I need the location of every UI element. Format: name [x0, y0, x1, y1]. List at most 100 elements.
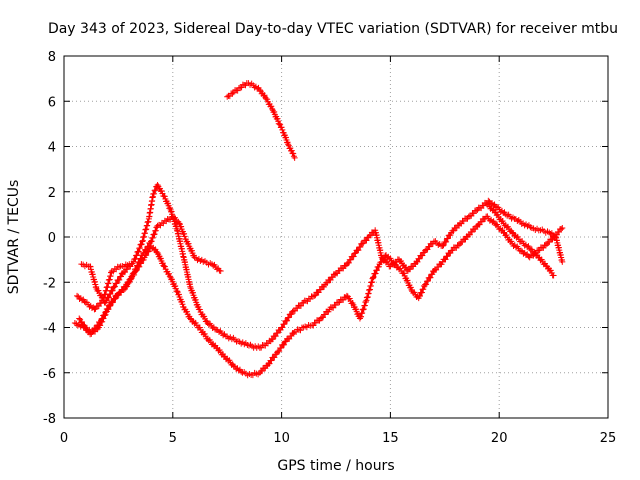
data-point — [230, 362, 237, 369]
data-point — [138, 241, 145, 248]
data-point — [375, 263, 382, 270]
data-point — [165, 270, 172, 277]
data-point — [276, 120, 283, 127]
data-point — [107, 290, 114, 297]
data-point — [151, 231, 158, 238]
data-point — [558, 226, 565, 233]
data-point — [473, 207, 480, 214]
data-point — [101, 312, 108, 319]
data-point — [113, 280, 120, 287]
data-point — [159, 260, 166, 267]
data-point — [284, 317, 291, 324]
data-point — [84, 327, 91, 334]
data-point — [435, 241, 442, 248]
data-point — [201, 313, 208, 320]
data-point — [89, 329, 96, 336]
data-point — [444, 235, 451, 242]
data-point — [189, 289, 196, 296]
data-point — [279, 126, 286, 133]
data-point — [447, 232, 454, 239]
data-point — [152, 227, 159, 234]
data-point — [288, 311, 295, 318]
data-point — [542, 262, 549, 269]
data-point — [135, 248, 142, 255]
data-point — [288, 147, 295, 154]
data-point — [71, 319, 78, 326]
data-point — [281, 321, 288, 328]
x-tick-label: 10 — [273, 431, 290, 446]
data-point — [281, 341, 288, 348]
x-tick-label: 20 — [491, 431, 508, 446]
data-point — [97, 318, 104, 325]
data-point — [161, 193, 168, 200]
data-point — [133, 267, 140, 274]
data-point — [181, 233, 188, 240]
data-point — [174, 288, 181, 295]
data-point — [416, 255, 423, 262]
data-point — [126, 278, 133, 285]
data-point — [132, 267, 139, 274]
data-point — [264, 96, 271, 103]
data-point — [442, 256, 449, 263]
data-point — [254, 85, 261, 92]
data-point — [297, 327, 304, 334]
y-tick-label: -6 — [43, 367, 56, 382]
data-point — [391, 261, 398, 268]
y-tick-label: -4 — [43, 322, 56, 337]
data-point — [350, 253, 357, 260]
data-point — [491, 209, 498, 216]
data-point — [282, 134, 289, 141]
data-point — [158, 187, 165, 194]
data-point — [91, 306, 98, 313]
data-point — [196, 306, 203, 313]
data-point — [443, 238, 450, 245]
data-point — [272, 333, 279, 340]
data-point — [404, 277, 411, 284]
data-point — [165, 200, 172, 207]
data-point — [361, 302, 368, 309]
data-point — [429, 271, 436, 278]
data-point — [517, 247, 524, 254]
data-point — [234, 87, 241, 94]
data-point — [559, 224, 566, 231]
data-point — [178, 298, 185, 305]
data-point — [370, 273, 377, 280]
data-point — [111, 283, 118, 290]
data-point — [168, 276, 175, 283]
y-tick-label: 4 — [48, 141, 56, 156]
data-point — [149, 234, 156, 241]
data-point — [285, 314, 292, 321]
data-point — [274, 330, 281, 337]
data-point — [217, 267, 224, 274]
data-point — [276, 348, 283, 355]
data-point — [105, 294, 112, 301]
data-point — [103, 309, 110, 316]
x-tick-label: 5 — [169, 431, 177, 446]
data-point — [378, 259, 385, 266]
data-point — [353, 306, 360, 313]
data-point — [407, 284, 414, 291]
data-point — [109, 287, 116, 294]
data-point — [195, 303, 202, 310]
data-point — [224, 93, 231, 100]
data-point — [359, 240, 366, 247]
data-point — [95, 322, 102, 329]
data-point — [290, 150, 297, 157]
data-point — [290, 330, 297, 337]
data-point — [74, 292, 81, 299]
data-point — [279, 324, 286, 331]
data-point — [291, 154, 298, 161]
chart-title: Day 343 of 2023, Sidereal Day-to-day VTE… — [48, 21, 618, 37]
data-point — [311, 292, 318, 299]
data-point — [271, 108, 278, 115]
y-tick-label: 0 — [48, 231, 56, 246]
data-point — [424, 278, 431, 285]
data-point — [439, 243, 446, 250]
data-point — [373, 267, 380, 274]
data-point — [363, 237, 370, 244]
data-point — [416, 292, 423, 299]
data-point — [175, 291, 182, 298]
data-point — [524, 223, 531, 230]
data-point — [360, 306, 367, 313]
